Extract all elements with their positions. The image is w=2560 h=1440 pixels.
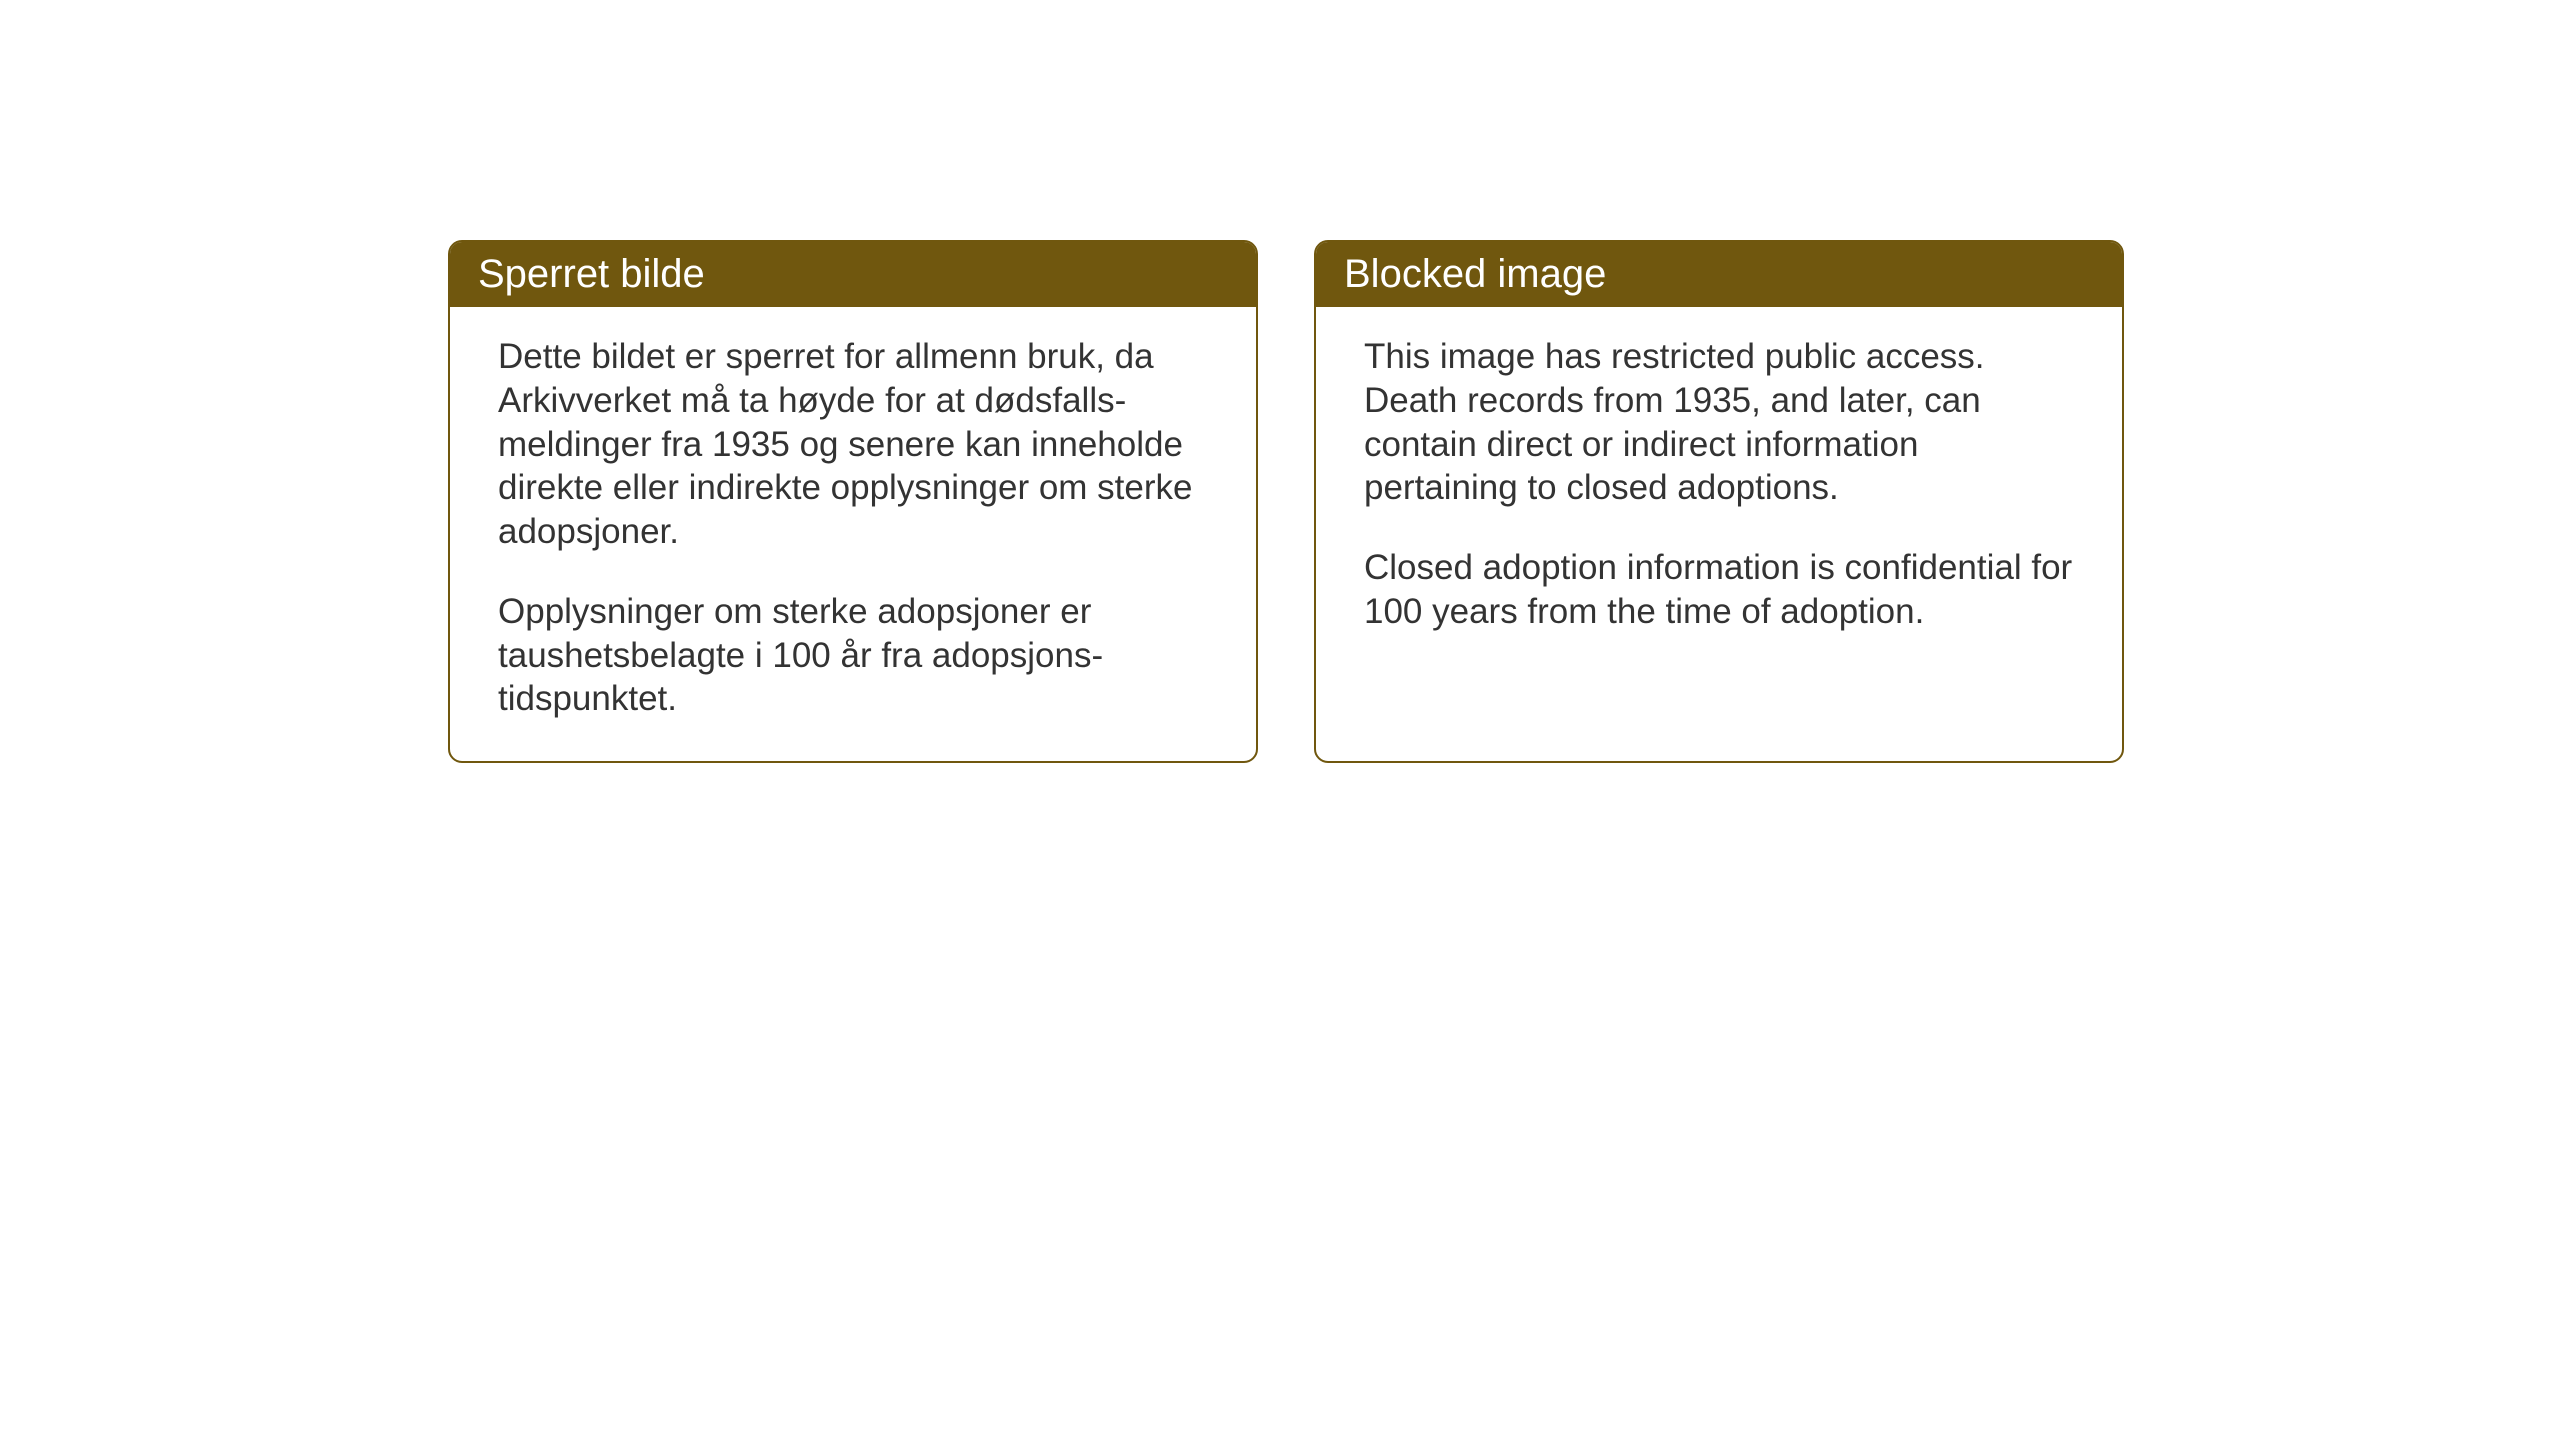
notice-cards-container: Sperret bilde Dette bildet er sperret fo… bbox=[448, 240, 2124, 763]
notice-card-norwegian: Sperret bilde Dette bildet er sperret fo… bbox=[448, 240, 1258, 763]
card-paragraph-1-norwegian: Dette bildet er sperret for allmenn bruk… bbox=[498, 335, 1208, 554]
card-header-english: Blocked image bbox=[1316, 242, 2122, 307]
card-body-english: This image has restricted public access.… bbox=[1316, 307, 2122, 747]
card-title-english: Blocked image bbox=[1344, 252, 1606, 296]
card-header-norwegian: Sperret bilde bbox=[450, 242, 1256, 307]
card-title-norwegian: Sperret bilde bbox=[478, 252, 705, 296]
notice-card-english: Blocked image This image has restricted … bbox=[1314, 240, 2124, 763]
card-paragraph-2-norwegian: Opplysninger om sterke adopsjoner er tau… bbox=[498, 590, 1208, 721]
card-paragraph-1-english: This image has restricted public access.… bbox=[1364, 335, 2074, 510]
card-paragraph-2-english: Closed adoption information is confident… bbox=[1364, 546, 2074, 634]
card-body-norwegian: Dette bildet er sperret for allmenn bruk… bbox=[450, 307, 1256, 761]
